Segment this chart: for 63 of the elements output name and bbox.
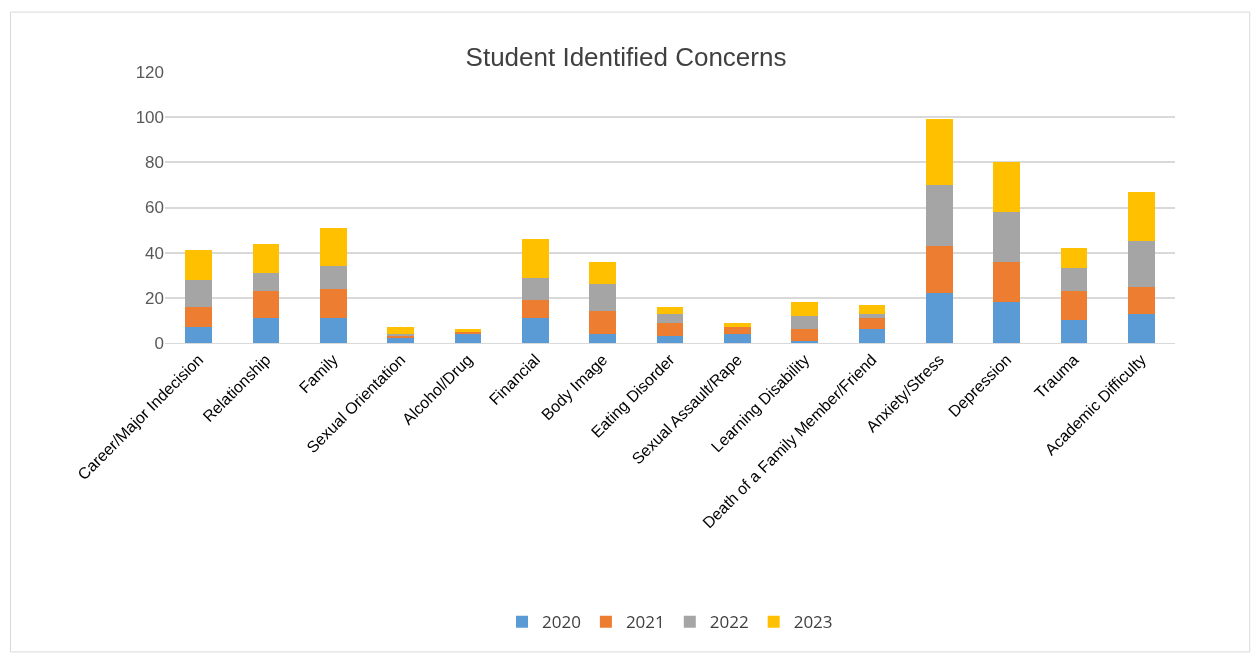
bar xyxy=(858,304,886,314)
bar xyxy=(387,338,415,343)
chart-title: Student Identified Concerns xyxy=(465,42,787,72)
y-tick-label: 120 xyxy=(135,62,164,82)
bar xyxy=(1060,291,1088,321)
bar xyxy=(589,311,617,334)
bar xyxy=(454,333,482,343)
bar xyxy=(387,327,415,334)
bar xyxy=(1060,248,1088,269)
bar xyxy=(185,279,213,307)
bar xyxy=(791,302,819,316)
bar xyxy=(521,239,549,278)
bar xyxy=(925,245,953,294)
bar xyxy=(656,313,684,323)
bar xyxy=(319,318,347,343)
y-tick-label: 80 xyxy=(145,153,164,173)
bar xyxy=(858,329,886,343)
bar xyxy=(858,318,886,330)
bar xyxy=(993,212,1021,262)
bar xyxy=(1060,320,1088,343)
bar xyxy=(252,291,280,319)
bar xyxy=(589,284,617,312)
legend-label: 2022 xyxy=(709,610,749,634)
y-tick-label: 40 xyxy=(145,243,164,263)
y-tick-label: 60 xyxy=(145,198,164,218)
bar xyxy=(252,272,280,292)
y-tick-label: 20 xyxy=(145,288,164,308)
bar xyxy=(656,306,684,314)
bar xyxy=(1060,268,1088,292)
bar xyxy=(185,327,213,343)
bar xyxy=(1127,241,1155,287)
legend-label: 2020 xyxy=(542,610,581,634)
legend-label: 2023 xyxy=(793,610,833,634)
bar xyxy=(319,288,347,319)
bar xyxy=(319,266,347,289)
bar xyxy=(521,318,549,343)
bar xyxy=(521,277,549,301)
bar xyxy=(589,333,617,343)
bar xyxy=(185,250,213,280)
y-tick-label: 0 xyxy=(154,333,164,353)
bar xyxy=(993,302,1021,343)
bar xyxy=(1127,286,1155,314)
bar xyxy=(925,119,953,185)
bar xyxy=(656,336,684,343)
bar xyxy=(993,261,1021,303)
bar xyxy=(1127,313,1155,343)
bar xyxy=(252,243,280,273)
y-tick-label: 100 xyxy=(135,108,164,128)
bar xyxy=(656,322,684,337)
bar xyxy=(319,227,347,267)
bar xyxy=(925,184,953,246)
legend-label: 2021 xyxy=(625,610,665,634)
bar xyxy=(791,315,819,330)
bar xyxy=(993,162,1021,213)
bar xyxy=(723,327,751,334)
bar xyxy=(723,333,751,343)
bar xyxy=(1127,191,1155,242)
bar xyxy=(185,306,213,328)
bar xyxy=(589,261,617,285)
bar xyxy=(252,318,280,343)
bar xyxy=(791,329,819,341)
bar xyxy=(521,300,549,319)
bar xyxy=(925,293,953,343)
